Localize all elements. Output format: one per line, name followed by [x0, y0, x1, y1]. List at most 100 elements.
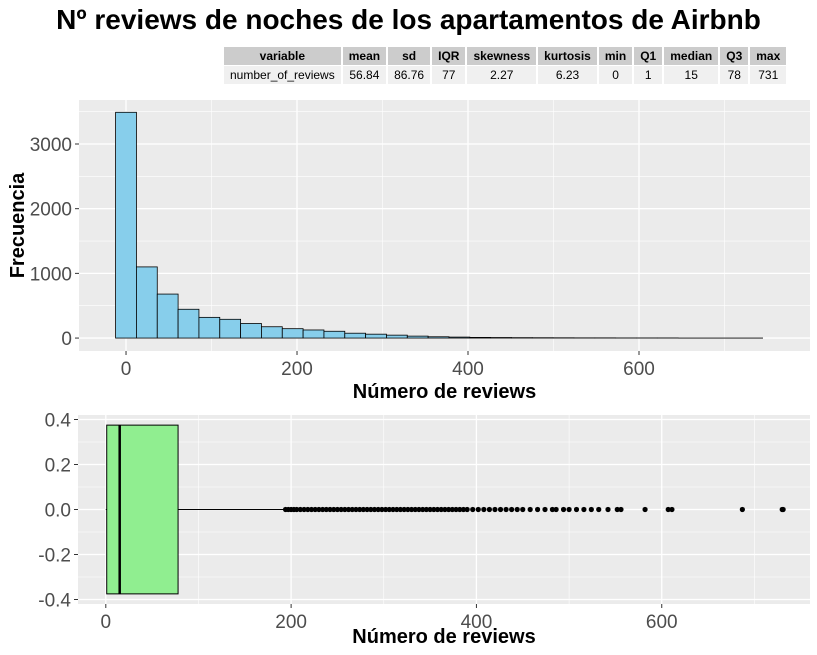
histogram-bar — [448, 336, 471, 339]
outlier-point — [345, 506, 352, 513]
outlier-point — [423, 506, 429, 513]
outlier-point — [457, 506, 463, 513]
stats-header-mean: mean — [342, 47, 387, 65]
outlier-point — [360, 506, 366, 513]
x-tick-label: 600 — [623, 359, 655, 380]
outlier-point — [549, 506, 556, 513]
outlier-point — [464, 506, 470, 513]
outlier-point — [308, 506, 315, 513]
outlier-point — [353, 506, 359, 513]
stats-cell-min: 0 — [598, 66, 633, 84]
outlier-point — [294, 506, 300, 513]
stats-cell-IQR: 77 — [432, 66, 466, 84]
outlier-point — [542, 506, 548, 513]
outlier-point — [588, 506, 594, 513]
histogram-bar — [177, 308, 200, 339]
outlier-point — [431, 506, 437, 513]
stats-value-row: number_of_reviews 56.84 86.76 77 2.27 6.23 0 1 1… — [224, 66, 787, 84]
outlier-point — [497, 506, 504, 513]
outlier-point — [669, 506, 675, 513]
histogram-bar — [240, 323, 262, 339]
outlier-point — [357, 506, 363, 513]
outlier-point — [442, 506, 448, 513]
histogram-panel: 0 200 400 600 0 1000 2000 3000 Número de reviews… — [7, 100, 810, 403]
outlier-point — [560, 506, 567, 513]
outlier-point — [401, 506, 407, 513]
outlier-point — [553, 506, 559, 513]
histogram-bar — [323, 330, 346, 339]
histogram-bar — [219, 318, 242, 339]
y-tick-label: 0.0 — [45, 501, 71, 522]
outlier-point — [371, 506, 378, 513]
outlier-point — [420, 506, 426, 513]
outlier-point — [412, 506, 418, 513]
x-tick-label: 0 — [121, 359, 132, 380]
outlier-point — [297, 506, 303, 513]
outlier-point — [331, 506, 337, 513]
histogram-bar — [302, 329, 325, 339]
stats-header-variable: variable — [224, 47, 341, 65]
histogram-bar — [344, 332, 367, 339]
histogram-bar — [469, 337, 492, 339]
x-tick-label: 400 — [452, 359, 484, 380]
outlier-point — [327, 506, 333, 513]
stats-header-row: variable mean sd IQR skewness kurtosis min Q1 me… — [224, 47, 787, 65]
boxplot-panel: 0 200 400 600 -0.4 -0.2 0.0 0.2 0.4 Número de rev… — [38, 411, 810, 648]
outlier-point — [397, 506, 404, 513]
outlier-point — [394, 506, 400, 513]
stats-cell-kurtosis: 6.23 — [538, 66, 597, 84]
stats-header-Q3: Q3 — [720, 47, 749, 65]
outlier-point — [514, 506, 520, 513]
histogram-panel-background — [79, 100, 810, 351]
y-axis-title: Frecuencia — [7, 172, 29, 278]
outlier-point — [520, 506, 526, 513]
outlier-point — [338, 506, 344, 513]
outlier-point — [581, 506, 587, 513]
outlier-point — [739, 506, 745, 513]
outlier-point — [470, 506, 476, 513]
outlier-point — [605, 506, 611, 513]
x-tick-label: 400 — [461, 612, 493, 633]
stats-cell-median: 15 — [664, 66, 719, 84]
outlier-point — [596, 506, 602, 513]
outlier-point — [416, 506, 422, 513]
boxplot-box — [106, 424, 179, 595]
y-tick-label: 3000 — [30, 135, 72, 156]
histogram-bar — [365, 333, 387, 339]
y-tick-label: 1000 — [30, 264, 72, 285]
y-tick-label: 0.2 — [45, 456, 71, 477]
outlier-point — [503, 506, 509, 513]
stats-header-kurtosis: kurtosis — [538, 47, 597, 65]
y-tick-label: 0.4 — [45, 411, 72, 432]
outlier-point — [408, 506, 415, 513]
outlier-point — [665, 506, 671, 513]
outlier-point — [481, 506, 487, 513]
outlier-point — [475, 506, 481, 513]
histogram-bar — [281, 328, 304, 339]
outlier-point — [446, 506, 452, 513]
outlier-point — [383, 506, 389, 513]
outlier-point — [316, 506, 322, 513]
histogram-bar — [261, 326, 283, 339]
histogram-bars — [115, 111, 763, 339]
outlier-point — [368, 506, 374, 513]
boxplot — [105, 424, 786, 595]
outlier-point — [642, 506, 648, 513]
y-tick-label: 0 — [61, 329, 72, 350]
x-tick-label: 0 — [101, 612, 112, 633]
stats-header-Q1: Q1 — [634, 47, 663, 65]
histogram-bar — [406, 335, 429, 339]
outlier-point — [614, 506, 620, 513]
outlier-point — [573, 506, 580, 513]
histogram-bar — [427, 336, 450, 339]
stats-header-min: min — [598, 47, 633, 65]
outlier-point — [449, 506, 455, 513]
histogram-bar — [490, 337, 512, 339]
stats-cell-sd: 86.76 — [388, 66, 431, 84]
stats-header-sd: sd — [388, 47, 431, 65]
x-tick-label: 200 — [281, 359, 313, 380]
outlier-point — [438, 506, 444, 513]
summary-stats-table: variable mean sd IQR skewness kurtosis min Q1 me… — [222, 46, 788, 85]
x-axis-title: Número de reviews — [353, 381, 536, 403]
histogram-bar — [136, 266, 158, 339]
